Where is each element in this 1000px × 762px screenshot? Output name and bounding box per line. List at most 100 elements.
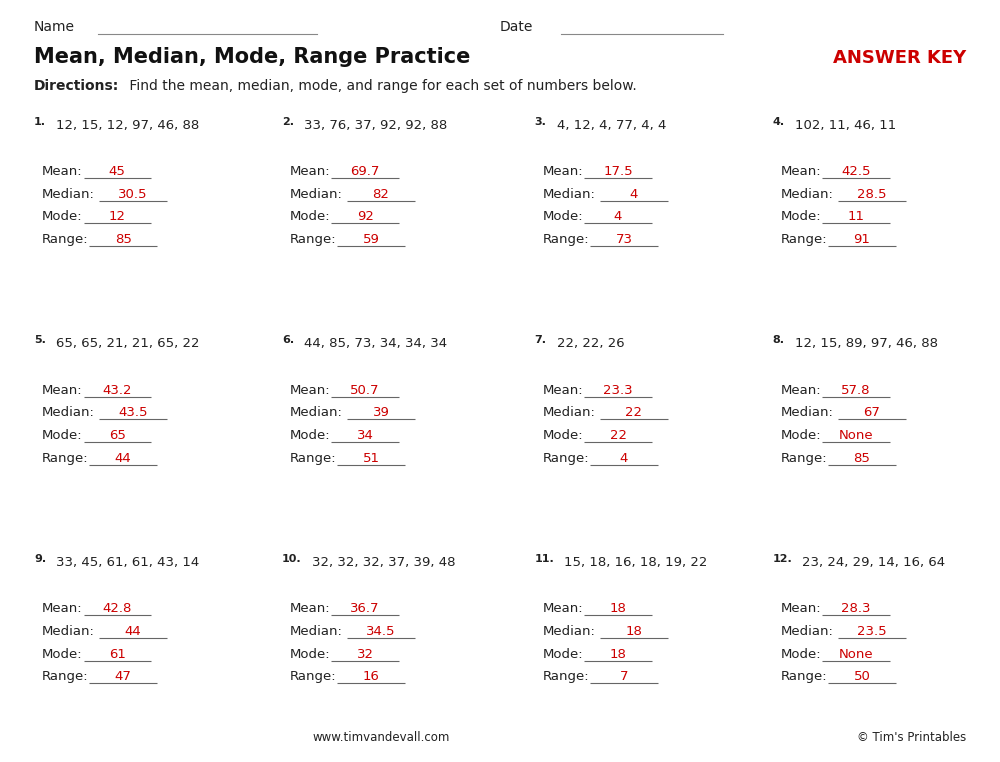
Text: Mode:: Mode: [781, 210, 821, 223]
Text: Range:: Range: [290, 233, 336, 246]
Text: Range:: Range: [543, 452, 589, 465]
Text: 85: 85 [115, 233, 132, 246]
Text: Mean:: Mean: [543, 603, 583, 616]
Text: 30.5: 30.5 [118, 188, 148, 201]
Text: 43.5: 43.5 [118, 406, 148, 419]
Text: 39: 39 [373, 406, 389, 419]
Text: Range:: Range: [42, 671, 88, 684]
Text: Mode:: Mode: [42, 648, 82, 661]
Text: 69.7: 69.7 [350, 165, 380, 178]
Text: Mode:: Mode: [781, 429, 821, 442]
Text: Mean:: Mean: [42, 165, 82, 178]
Text: 65: 65 [109, 429, 126, 442]
Text: Median:: Median: [290, 406, 343, 419]
Text: 43.2: 43.2 [102, 384, 132, 397]
Text: 44, 85, 73, 34, 34, 34: 44, 85, 73, 34, 34, 34 [304, 337, 447, 350]
Text: 4, 12, 4, 77, 4, 4: 4, 12, 4, 77, 4, 4 [557, 119, 666, 132]
Text: 22: 22 [625, 406, 642, 419]
Text: Range:: Range: [781, 452, 827, 465]
Text: Mean, Median, Mode, Range Practice: Mean, Median, Mode, Range Practice [34, 47, 470, 67]
Text: 44: 44 [115, 452, 132, 465]
Text: Find the mean, median, mode, and range for each set of numbers below.: Find the mean, median, mode, and range f… [125, 79, 637, 93]
Text: 8.: 8. [773, 335, 785, 345]
Text: Mode:: Mode: [543, 648, 583, 661]
Text: 2.: 2. [282, 117, 294, 126]
Text: Mode:: Mode: [543, 210, 583, 223]
Text: 61: 61 [109, 648, 126, 661]
Text: Range:: Range: [42, 233, 88, 246]
Text: 59: 59 [363, 233, 380, 246]
Text: 22: 22 [610, 429, 627, 442]
Text: Mode:: Mode: [290, 429, 330, 442]
Text: 50: 50 [854, 671, 870, 684]
Text: Mean:: Mean: [781, 603, 821, 616]
Text: Median:: Median: [543, 188, 596, 201]
Text: ANSWER KEY: ANSWER KEY [833, 49, 966, 67]
Text: Mean:: Mean: [42, 603, 82, 616]
Text: Mean:: Mean: [781, 165, 821, 178]
Text: 10.: 10. [282, 554, 301, 564]
Text: 12.: 12. [773, 554, 792, 564]
Text: Date: Date [500, 20, 533, 34]
Text: Mode:: Mode: [781, 648, 821, 661]
Text: Mean:: Mean: [290, 603, 330, 616]
Text: Range:: Range: [543, 671, 589, 684]
Text: Median:: Median: [42, 188, 95, 201]
Text: 82: 82 [373, 188, 389, 201]
Text: 6.: 6. [282, 335, 294, 345]
Text: 65, 65, 21, 21, 65, 22: 65, 65, 21, 21, 65, 22 [56, 337, 199, 350]
Text: 32: 32 [357, 648, 374, 661]
Text: 22, 22, 26: 22, 22, 26 [557, 337, 624, 350]
Text: Median:: Median: [781, 406, 834, 419]
Text: Median:: Median: [42, 625, 95, 638]
Text: 85: 85 [854, 452, 870, 465]
Text: 33, 76, 37, 92, 92, 88: 33, 76, 37, 92, 92, 88 [304, 119, 447, 132]
Text: Mode:: Mode: [290, 648, 330, 661]
Text: 11: 11 [848, 210, 865, 223]
Text: None: None [839, 429, 873, 442]
Text: 36.7: 36.7 [350, 603, 380, 616]
Text: 16: 16 [363, 671, 380, 684]
Text: 4.: 4. [773, 117, 785, 126]
Text: Range:: Range: [781, 671, 827, 684]
Text: 73: 73 [615, 233, 632, 246]
Text: Range:: Range: [290, 671, 336, 684]
Text: Directions:: Directions: [34, 79, 119, 93]
Text: 4: 4 [614, 210, 622, 223]
Text: 18: 18 [610, 648, 626, 661]
Text: Median:: Median: [781, 625, 834, 638]
Text: 67: 67 [863, 406, 880, 419]
Text: 17.5: 17.5 [603, 165, 633, 178]
Text: 23.3: 23.3 [603, 384, 633, 397]
Text: Range:: Range: [290, 452, 336, 465]
Text: Mean:: Mean: [290, 384, 330, 397]
Text: 4: 4 [620, 452, 628, 465]
Text: 47: 47 [115, 671, 132, 684]
Text: Median:: Median: [290, 188, 343, 201]
Text: 9.: 9. [34, 554, 46, 564]
Text: 34.5: 34.5 [366, 625, 396, 638]
Text: 42.8: 42.8 [103, 603, 132, 616]
Text: Mode:: Mode: [543, 429, 583, 442]
Text: Mean:: Mean: [543, 165, 583, 178]
Text: 91: 91 [854, 233, 870, 246]
Text: 7.: 7. [535, 335, 547, 345]
Text: None: None [839, 648, 873, 661]
Text: 51: 51 [363, 452, 380, 465]
Text: Name: Name [34, 20, 75, 34]
Text: Mean:: Mean: [543, 384, 583, 397]
Text: Mode:: Mode: [42, 429, 82, 442]
Text: Mean:: Mean: [781, 384, 821, 397]
Text: 18: 18 [625, 625, 642, 638]
Text: 1.: 1. [34, 117, 46, 126]
Text: 32, 32, 32, 37, 39, 48: 32, 32, 32, 37, 39, 48 [312, 555, 455, 568]
Text: 12, 15, 12, 97, 46, 88: 12, 15, 12, 97, 46, 88 [56, 119, 199, 132]
Text: Median:: Median: [781, 188, 834, 201]
Text: Mode:: Mode: [42, 210, 82, 223]
Text: 57.8: 57.8 [841, 384, 871, 397]
Text: Mode:: Mode: [290, 210, 330, 223]
Text: 23, 24, 29, 14, 16, 64: 23, 24, 29, 14, 16, 64 [802, 555, 946, 568]
Text: Mean:: Mean: [42, 384, 82, 397]
Text: 3.: 3. [535, 117, 547, 126]
Text: 34: 34 [357, 429, 374, 442]
